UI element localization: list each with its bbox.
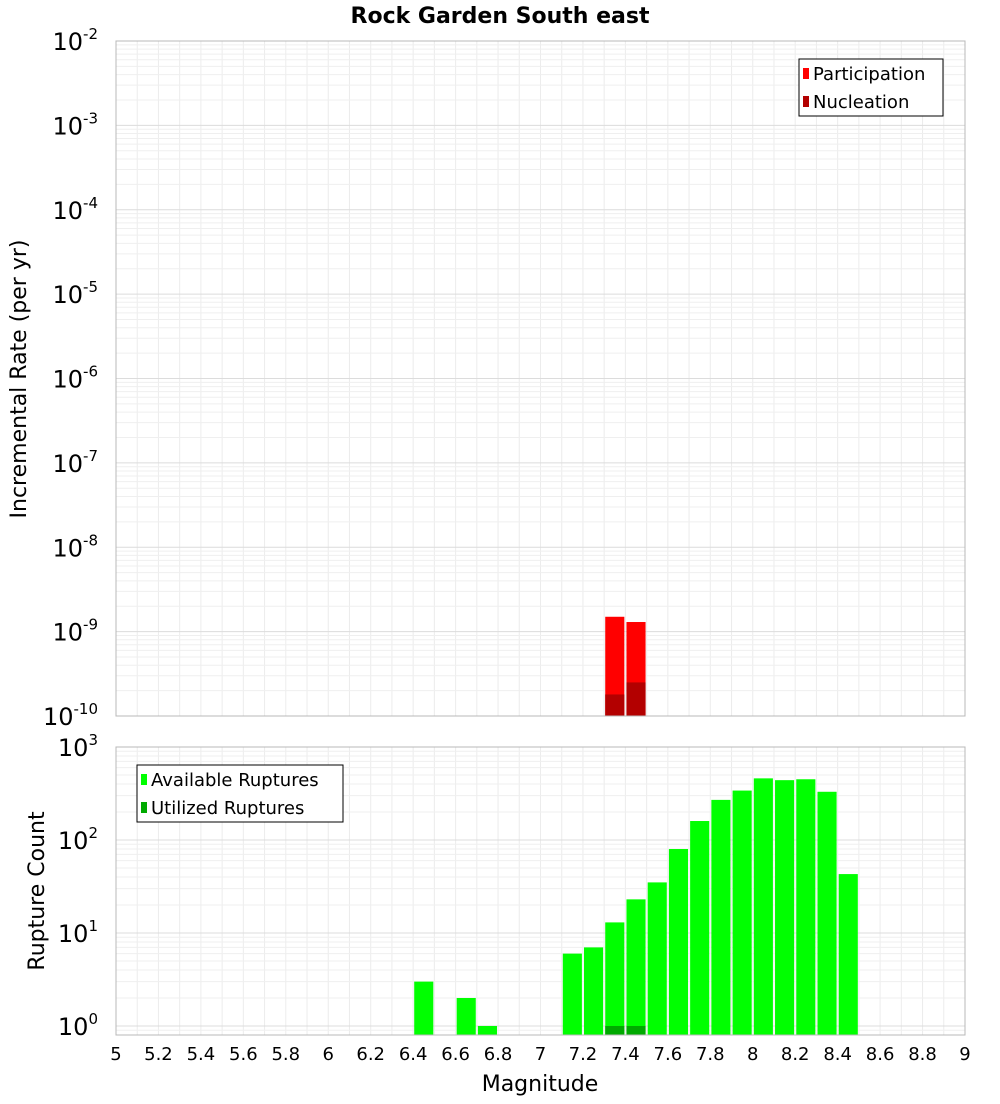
x-tick-label: 8.6 (866, 1044, 895, 1065)
x-tick-label: 7 (535, 1044, 546, 1065)
bar-available-ruptures (796, 779, 816, 1035)
y-tick-label: 10-4 (52, 194, 98, 225)
legend-label: Participation (813, 64, 925, 85)
bar-available-ruptures (753, 778, 773, 1035)
x-tick-label: 7.8 (696, 1044, 725, 1065)
bar-utilized-ruptures (605, 1025, 625, 1035)
x-tick-label: 8 (747, 1044, 758, 1065)
bar-nucleation (605, 694, 625, 716)
bar-available-ruptures (817, 791, 837, 1035)
legend-label: Utilized Ruptures (151, 798, 304, 819)
bar-available-ruptures (626, 899, 646, 1035)
y-tick-label: 101 (58, 917, 98, 948)
x-tick-label: 9 (959, 1044, 970, 1065)
bar-participation (605, 616, 625, 716)
legend-swatch (803, 96, 809, 107)
x-tick-label: 6 (323, 1044, 334, 1065)
x-tick-label: 7.6 (654, 1044, 683, 1065)
legend-label: Available Ruptures (151, 770, 319, 791)
bar-available-ruptures (605, 922, 625, 1035)
bar-available-ruptures (414, 981, 434, 1035)
legend-box (798, 58, 944, 117)
bar-available-ruptures (711, 799, 731, 1035)
x-tick-label: 5.4 (187, 1044, 216, 1065)
y-tick-label: 10-10 (43, 700, 98, 731)
y-tick-label: 10-7 (52, 447, 98, 478)
bar-available-ruptures (456, 997, 476, 1035)
legend: Available Ruptures Utilized Ruptures (136, 764, 344, 823)
x-tick-label: 6.4 (399, 1044, 428, 1065)
y-tick-label: 10-9 (52, 616, 98, 647)
bar-available-ruptures (690, 821, 710, 1035)
y-tick-label: 10-8 (52, 531, 98, 562)
legend-swatch (803, 68, 809, 79)
x-tick-label: 8.2 (781, 1044, 810, 1065)
legend-swatch (141, 802, 147, 813)
x-axis-label: Magnitude (482, 1072, 599, 1097)
bar-available-ruptures (647, 882, 667, 1035)
bar-available-ruptures (775, 780, 795, 1035)
bar-available-ruptures (668, 849, 689, 1035)
y-tick-label: 10-3 (52, 109, 98, 140)
bar-available-ruptures (584, 947, 604, 1035)
bar-available-ruptures (477, 1025, 497, 1035)
x-tick-label: 6.2 (356, 1044, 385, 1065)
x-tick-label: 5.6 (229, 1044, 258, 1065)
x-tick-label: 7.2 (569, 1044, 598, 1065)
bar-available-ruptures (562, 953, 582, 1035)
x-tick-label: 8.8 (908, 1044, 937, 1065)
x-tick-label: 6.6 (441, 1044, 470, 1065)
y-tick-label: 102 (58, 824, 98, 855)
legend: Participation Nucleation (798, 58, 944, 117)
legend-label: Nucleation (813, 92, 909, 113)
x-tick-label: 6.8 (484, 1044, 513, 1065)
x-tick-label: 5.2 (144, 1044, 173, 1065)
y-tick-label: 10-5 (52, 278, 98, 309)
chart-title: Rock Garden South east (351, 4, 650, 29)
x-tick-label: 7.4 (611, 1044, 640, 1065)
bar-nucleation (626, 682, 646, 716)
bar-available-ruptures (732, 790, 752, 1035)
y-tick-label: 10-6 (52, 363, 98, 394)
plot-frame (115, 746, 966, 1036)
y-tick-label: 100 (58, 1010, 98, 1041)
legend-swatch (141, 774, 147, 785)
bar-available-ruptures (838, 874, 858, 1035)
legend-box (136, 764, 344, 823)
x-tick-label: 8.4 (823, 1044, 852, 1065)
x-tick-label: 5 (110, 1044, 121, 1065)
bottom-y-axis-label: Rupture Count (25, 811, 50, 971)
x-tick-label: 5.8 (271, 1044, 300, 1065)
y-tick-label: 103 (58, 731, 98, 762)
y-tick-label: 10-2 (52, 25, 98, 56)
plot-frame (115, 40, 966, 717)
top-y-axis-label: Incremental Rate (per yr) (7, 240, 32, 519)
bar-utilized-ruptures (626, 1025, 646, 1035)
